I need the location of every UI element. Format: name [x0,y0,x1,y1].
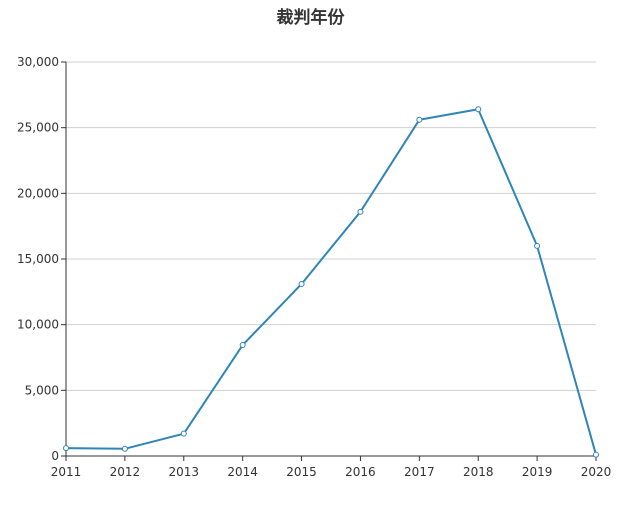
y-tick-label: 30,000 [17,55,59,69]
data-point[interactable] [475,106,482,113]
data-point[interactable] [239,342,246,349]
y-tick-label: 5,000 [25,383,59,397]
data-point[interactable] [298,280,305,287]
data-point[interactable] [534,242,541,249]
series-line [65,108,597,455]
data-point[interactable] [63,445,69,452]
data-point[interactable] [593,451,599,458]
y-tick-label: 25,000 [17,121,59,135]
x-tick-label: 2014 [227,465,258,479]
x-tick-label: 2018 [463,465,494,479]
data-point[interactable] [121,445,128,452]
tick-labels: 0 5,000 10,000 15,000 20,000 25,000 30,000 2011… [17,55,611,479]
chart-title: 裁判年份 [276,8,345,28]
y-tick-label: 10,000 [17,318,59,332]
data-point[interactable] [416,116,423,123]
y-tick-label: 20,000 [17,186,59,200]
x-tick-label: 2012 [110,465,141,479]
y-tick-label: 15,000 [17,252,59,266]
data-point[interactable] [180,430,187,437]
x-tick-label: 2016 [345,465,376,479]
grid-lines [66,61,596,391]
x-tick-label: 2019 [522,465,553,479]
x-tick-label: 2013 [169,465,200,479]
axes [61,61,597,461]
y-tick-label: 0 [51,449,59,463]
x-tick-label: 2017 [404,465,435,479]
x-tick-label: 2020 [581,465,612,479]
series [63,106,599,458]
data-point[interactable] [357,208,364,215]
x-tick-label: 2015 [286,465,317,479]
x-tick-label: 2011 [51,465,82,479]
